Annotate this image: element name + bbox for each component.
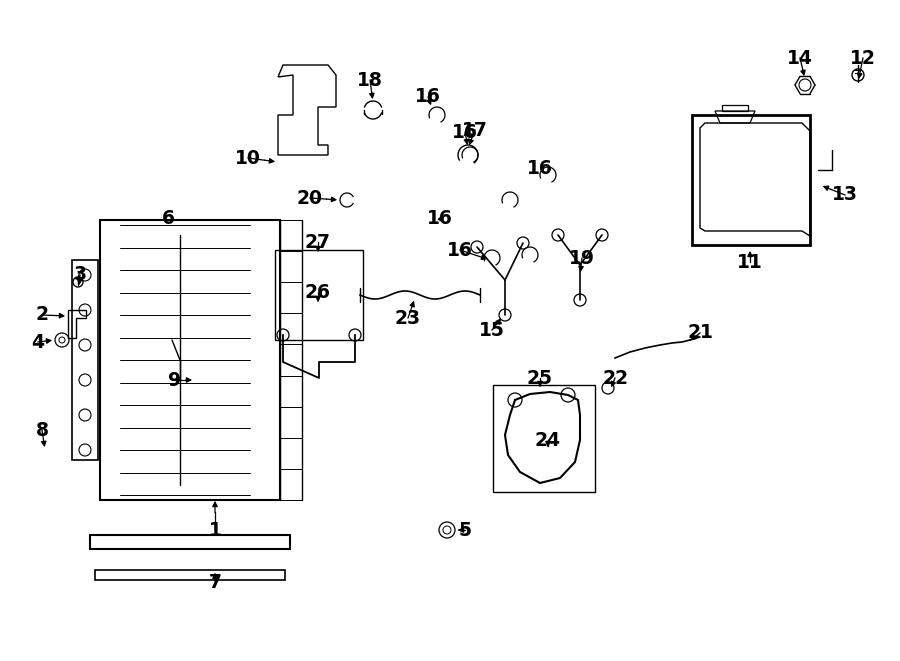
Text: 9: 9	[168, 371, 182, 389]
Text: 26: 26	[305, 284, 331, 303]
Text: 21: 21	[687, 323, 713, 342]
Text: 22: 22	[602, 368, 628, 387]
Text: 16: 16	[447, 241, 473, 260]
Text: 16: 16	[452, 122, 478, 141]
Text: 12: 12	[850, 48, 876, 67]
Text: 23: 23	[395, 309, 421, 327]
Text: 16: 16	[415, 87, 441, 106]
Text: 8: 8	[35, 420, 49, 440]
Text: 2: 2	[35, 305, 49, 325]
Text: 20: 20	[297, 188, 323, 208]
Text: 10: 10	[235, 149, 261, 167]
Text: 27: 27	[305, 233, 331, 251]
Text: 1: 1	[209, 520, 221, 539]
Text: 11: 11	[737, 253, 763, 272]
Text: 15: 15	[479, 321, 505, 340]
Text: 14: 14	[788, 48, 813, 67]
Text: 5: 5	[458, 520, 472, 539]
Text: 3: 3	[74, 266, 86, 284]
Text: 4: 4	[32, 332, 44, 352]
Text: 6: 6	[161, 208, 175, 227]
Text: 25: 25	[527, 368, 553, 387]
Text: 19: 19	[569, 249, 595, 268]
Text: 18: 18	[357, 71, 382, 89]
Text: 16: 16	[428, 208, 453, 227]
Text: 17: 17	[462, 120, 488, 139]
Text: 24: 24	[535, 430, 561, 449]
Text: 16: 16	[527, 159, 553, 178]
Text: 7: 7	[209, 572, 221, 592]
Text: 13: 13	[832, 186, 858, 204]
